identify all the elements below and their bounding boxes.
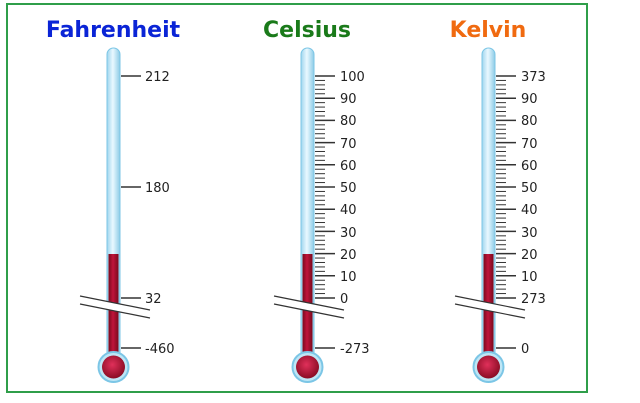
tick-label: 32 bbox=[145, 292, 162, 307]
tick-label: 50 bbox=[340, 181, 357, 196]
thermometer-kelvin: Kelvin 373 90 80 70 60 50 40 30 20 10 27… bbox=[450, 18, 546, 383]
tick-label: 20 bbox=[521, 248, 538, 263]
thermometer-celsius: Celsius 100 90 80 70 60 50 40 30 20 10 0… bbox=[263, 18, 370, 383]
tick-label: 0 bbox=[521, 342, 529, 357]
tick-label: 212 bbox=[145, 70, 170, 85]
scale-break-mark bbox=[79, 295, 151, 319]
tick-label: 40 bbox=[340, 203, 357, 218]
tick-label: 20 bbox=[340, 248, 357, 263]
tick-label: 80 bbox=[340, 114, 357, 129]
title-kelvin: Kelvin bbox=[450, 18, 527, 43]
scale-break-mark bbox=[454, 295, 526, 319]
title-celsius: Celsius bbox=[263, 18, 351, 43]
tick-label: 80 bbox=[521, 114, 538, 129]
tick-label: 30 bbox=[521, 226, 538, 241]
tick-label: -273 bbox=[340, 342, 370, 357]
tick-label: 50 bbox=[521, 181, 538, 196]
tick-label: 100 bbox=[340, 70, 365, 85]
tick-label: 373 bbox=[521, 70, 546, 85]
tick-label: 90 bbox=[340, 92, 357, 107]
tick-label: 70 bbox=[340, 137, 357, 152]
title-fahrenheit: Fahrenheit bbox=[46, 18, 181, 43]
tick-label: 60 bbox=[521, 159, 538, 174]
tick-marks bbox=[496, 75, 516, 299]
tick-marks bbox=[315, 75, 335, 299]
tick-label: 273 bbox=[521, 292, 546, 307]
tick-label: 30 bbox=[340, 226, 357, 241]
tick-label: 90 bbox=[521, 92, 538, 107]
tick-label: 180 bbox=[145, 181, 170, 196]
tick-label: 70 bbox=[521, 137, 538, 152]
tick-label: 40 bbox=[521, 203, 538, 218]
tick-label: 60 bbox=[340, 159, 357, 174]
scale-break-mark bbox=[273, 295, 345, 319]
bulb bbox=[477, 355, 500, 379]
bulb bbox=[296, 355, 319, 379]
tick-label: 10 bbox=[340, 270, 357, 285]
tick-label: -460 bbox=[145, 342, 175, 357]
tick-label: 10 bbox=[521, 270, 538, 285]
bulb bbox=[102, 355, 125, 379]
tick-label: 0 bbox=[340, 292, 348, 307]
thermometer-fahrenheit: Fahrenheit 212 180 32 -460 bbox=[46, 18, 181, 383]
